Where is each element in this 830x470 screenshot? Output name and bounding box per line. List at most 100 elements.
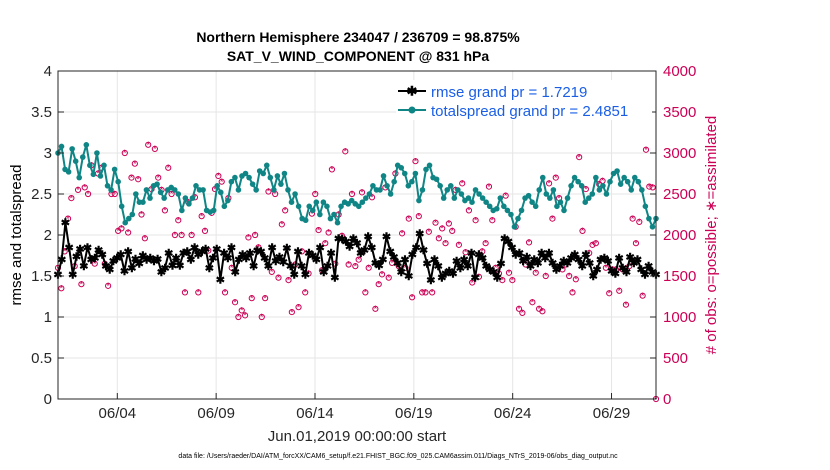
- totalspread-point: [285, 187, 291, 193]
- obs-possible-point: [345, 261, 352, 268]
- obs-assimilated-point: *: [420, 288, 424, 298]
- obs-possible-point: [482, 240, 489, 247]
- rmse-point: ✱: [242, 253, 251, 265]
- obs-assimilated-point: *: [644, 145, 648, 155]
- obs-assimilated-point: *: [617, 286, 621, 296]
- totalspread-point: [221, 203, 228, 210]
- totalspread-point: [493, 205, 500, 212]
- totalspread-point: [90, 171, 97, 178]
- obs-assimilated-point: *: [554, 173, 558, 183]
- totalspread-point: [281, 170, 288, 177]
- obs-assimilated-point: *: [230, 263, 234, 273]
- totalspread-point: [263, 162, 270, 169]
- rmse-point: ✱: [308, 251, 317, 263]
- totalspread-point: [58, 143, 65, 150]
- obs-possible-point: [502, 192, 509, 199]
- rmse-point: ✱: [227, 242, 236, 254]
- obs-assimilated-point: *: [146, 140, 150, 150]
- obs-possible-point: [68, 195, 75, 202]
- totalspread-point: [171, 187, 178, 193]
- totalspread-point: [501, 203, 507, 210]
- rmse-point: ✱: [120, 266, 129, 278]
- obs-possible-point: [602, 264, 609, 271]
- obs-assimilated-point: *: [537, 304, 541, 314]
- obs-assimilated-point: *: [163, 206, 167, 216]
- x-tick-label: 06/09: [197, 405, 235, 422]
- rmse-point: ✱: [334, 233, 343, 245]
- totalspread-point: [617, 181, 624, 187]
- obs-possible-point: [622, 301, 630, 308]
- totalspread-point: [603, 191, 610, 197]
- y-tick-label-right: 3500: [663, 104, 696, 121]
- rmse-point: ✱: [530, 255, 539, 267]
- rmse-point: ✱: [220, 248, 229, 260]
- obs-possible-point: [472, 217, 479, 224]
- x-tick-label: 06/24: [494, 405, 532, 422]
- totalspread-point: [465, 195, 472, 201]
- totalspread-point: [646, 215, 652, 222]
- obs-assimilated-point: *: [253, 230, 257, 240]
- rmse-point: ✱: [87, 255, 96, 267]
- rmse-point: ✱: [341, 237, 350, 249]
- obs-assimilated-point: *: [173, 230, 177, 240]
- obs-possible-point: [78, 281, 85, 288]
- y-tick-label-left: 0.5: [31, 350, 52, 367]
- totalspread-point: [377, 187, 383, 193]
- rmse-point: ✱: [445, 266, 454, 278]
- totalspread-point: [564, 195, 571, 201]
- rmse-point: ✱: [603, 256, 612, 268]
- obs-possible-point: [84, 190, 92, 198]
- obs-assimilated-point: *: [120, 224, 124, 234]
- rmse-point: ✱: [596, 255, 605, 267]
- obs-assimilated-point: *: [183, 288, 187, 298]
- totalspread-point: [458, 191, 465, 197]
- obs-assimilated-point: *: [283, 206, 287, 216]
- obs-possible-point: [161, 207, 169, 214]
- obs-assimilated-point: *: [354, 261, 358, 271]
- totalspread-point: [642, 203, 649, 210]
- obs-assimilated-point: *: [581, 226, 585, 236]
- totalspread-point: [253, 187, 259, 193]
- totalspread-point: [589, 191, 596, 197]
- obs-possible-point: [455, 241, 462, 248]
- obs-assimilated-point: *: [648, 182, 652, 192]
- rmse-point: ✱: [363, 232, 372, 244]
- obs-possible-point: [265, 188, 272, 195]
- totalspread-point: [232, 174, 238, 181]
- rmse-point: ✱: [408, 250, 417, 262]
- rmse-line: [57, 221, 657, 282]
- obs-assimilated-point: *: [243, 311, 247, 321]
- totalspread-point: [147, 195, 153, 201]
- obs-assimilated-point: *: [320, 265, 324, 275]
- obs-possible-point: [372, 305, 379, 312]
- rmse-point: ✱: [566, 253, 575, 265]
- obs-possible-point: [358, 189, 366, 196]
- obs-assimilated-point: *: [427, 227, 431, 237]
- obs-possible-point: [405, 215, 412, 222]
- obs-possible-point: [515, 305, 523, 312]
- legend-rmse-marker: ✱: [407, 84, 418, 99]
- obs-assimilated-point: *: [467, 206, 471, 216]
- obs-possible-point: [485, 183, 493, 190]
- obs-possible-point: [549, 215, 556, 222]
- legend-box: [396, 80, 652, 120]
- rmse-point: ✱: [297, 261, 306, 273]
- obs-assimilated-point: *: [166, 163, 170, 173]
- chart-title-line2: SAT_V_WIND_COMPONENT @ 831 hPa: [227, 48, 490, 64]
- obs-assimilated-point: *: [541, 306, 545, 316]
- totalspread-point: [536, 187, 543, 193]
- rmse-point: ✱: [183, 246, 192, 258]
- obs-possible-point: [629, 215, 636, 222]
- y-tick-label-left: 1.5: [31, 268, 52, 285]
- y-tick-label-left: 1: [44, 309, 52, 326]
- obs-possible-point: [165, 164, 172, 171]
- obs-assimilated-point: *: [437, 233, 441, 243]
- totalspread-point: [210, 207, 217, 214]
- obs-assimilated-point: *: [153, 144, 157, 154]
- totalspread-point: [554, 203, 560, 210]
- obs-possible-point: [465, 207, 473, 214]
- rmse-point: ✱: [223, 253, 232, 265]
- totalspread-point: [508, 211, 514, 218]
- obs-assimilated-point: *: [400, 229, 404, 239]
